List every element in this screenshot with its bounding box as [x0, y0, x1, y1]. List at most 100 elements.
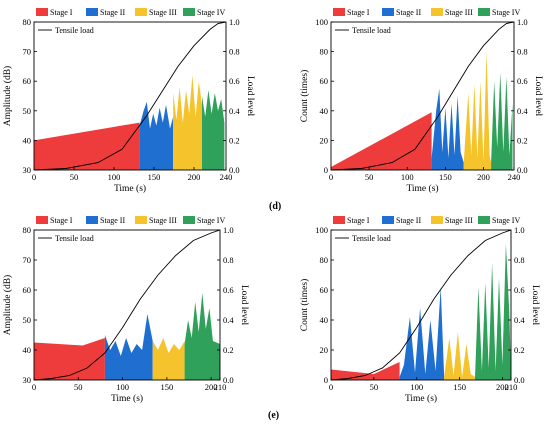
legend-swatch: [431, 216, 443, 224]
legend-label: Stage II: [396, 216, 421, 225]
x-tick-label: 100: [410, 382, 423, 392]
x-tick-label: 0: [329, 172, 333, 182]
y2-tick-label: 1.0: [229, 17, 240, 27]
y2-tick-label: 0.0: [514, 375, 525, 385]
y2-axis-label: Load level: [245, 76, 255, 117]
legend-label: Stage III: [149, 216, 177, 225]
legend-load-label: Tensile load: [352, 26, 391, 35]
x-tick-label: 100: [108, 172, 121, 182]
legend-swatch: [135, 8, 147, 16]
chart-panel-1: 0 50 100 150 200 240 30 40 50 60 70 80 0.0 0.2 0.4 0.6 0…: [2, 8, 255, 194]
legend-swatch: [86, 8, 98, 16]
legend-swatch: [478, 216, 490, 224]
y2-tick-label: 0.6: [514, 285, 525, 295]
legend-swatch: [333, 216, 345, 224]
x-tick-label: 210: [505, 382, 518, 392]
y-tick-label: 30: [23, 165, 32, 175]
y-tick-label: 40: [23, 345, 32, 355]
legend-swatch: [183, 216, 195, 224]
y-tick-label: 60: [320, 76, 329, 86]
y2-tick-label: 0.6: [229, 76, 240, 86]
tensile-load-line: [330, 229, 512, 381]
stage-area-4: [202, 90, 225, 170]
x-tick-label: 200: [188, 172, 201, 182]
legend-label: Stage III: [445, 216, 473, 225]
legend-swatch: [382, 8, 394, 16]
legend-load-label: Tensile load: [352, 234, 391, 243]
y2-tick-label: 0.4: [229, 106, 240, 116]
y2-tick-label: 0.0: [229, 165, 240, 175]
y2-tick-label: 0.2: [223, 345, 234, 355]
legend-label: Stage III: [445, 8, 473, 17]
y2-tick-label: 1.0: [223, 225, 234, 235]
legend-label: Stage II: [100, 216, 125, 225]
y-axis-label: Amplitude (dB): [2, 275, 13, 335]
y2-tick-label: 0.8: [517, 47, 528, 57]
y-tick-label: 50: [23, 315, 32, 325]
x-tick-label: 240: [220, 172, 233, 182]
stage-area-4: [491, 72, 513, 170]
stage-area-1: [34, 122, 140, 170]
y-tick-label: 100: [315, 225, 328, 235]
legend-swatch: [36, 216, 48, 224]
y-tick-label: 60: [320, 285, 329, 295]
y-tick-label: 0: [324, 165, 328, 175]
y2-axis-label: Load level: [530, 285, 540, 326]
y-axis-label: Count (times): [299, 279, 310, 332]
x-tick-label: 240: [508, 172, 521, 182]
y-axis-label: Amplitude (dB): [2, 66, 13, 126]
y-tick-label: 40: [320, 315, 329, 325]
y-tick-label: 40: [320, 106, 329, 116]
tensile-load-line: [33, 21, 227, 171]
y2-tick-label: 0.2: [517, 135, 528, 145]
y2-tick-label: 0.4: [223, 315, 234, 325]
legend-swatch: [478, 8, 490, 16]
legend-swatch: [135, 216, 147, 224]
y2-axis-label: Load level: [533, 76, 543, 117]
stage-area-4: [475, 243, 511, 380]
y-tick-label: 100: [315, 17, 328, 27]
stage-area-3: [463, 51, 492, 170]
x-axis-label: Time (s): [114, 183, 146, 194]
y-axis-label: Count (times): [299, 70, 310, 123]
x-tick-label: 100: [401, 172, 414, 182]
y-tick-label: 40: [23, 135, 32, 145]
y2-tick-label: 0.6: [223, 285, 234, 295]
stage-area-2: [431, 88, 464, 170]
legend-label: Stage IV: [197, 216, 225, 225]
stage-area-4: [184, 293, 220, 380]
panel-label-d: (d): [269, 201, 282, 212]
stage-area-2: [399, 287, 445, 380]
y2-tick-label: 0.8: [514, 255, 525, 265]
tensile-load-line: [33, 229, 221, 381]
legend-label: Stage I: [50, 8, 73, 17]
stage-area-1: [331, 362, 400, 380]
x-tick-label: 0: [329, 382, 333, 392]
x-tick-label: 0: [32, 382, 36, 392]
x-tick-label: 150: [453, 382, 466, 392]
y-tick-label: 80: [320, 47, 329, 57]
legend-label: Stage II: [396, 8, 421, 17]
legend-swatch: [333, 8, 345, 16]
y2-tick-label: 0.4: [517, 106, 528, 116]
y2-tick-label: 0.8: [223, 255, 234, 265]
chart-panel-2: 0 50 100 150 200 240 0 20 40 60 80 100 0.0 0.2 0.4 0.6 0…: [299, 8, 543, 194]
y-tick-label: 80: [320, 255, 329, 265]
tensile-load-line: [330, 21, 515, 171]
y2-tick-label: 0.8: [229, 47, 240, 57]
legend-label: Stage IV: [492, 216, 520, 225]
x-axis-label: Time (s): [111, 393, 143, 404]
stage-area-3: [173, 75, 202, 170]
x-tick-label: 50: [74, 382, 83, 392]
x-axis-label: Time (s): [405, 393, 437, 404]
x-tick-label: 200: [205, 382, 218, 392]
legend-label: Stage I: [347, 216, 370, 225]
x-tick-label: 200: [477, 172, 490, 182]
y-tick-label: 50: [23, 106, 32, 116]
x-tick-label: 50: [365, 172, 374, 182]
y-tick-label: 80: [23, 17, 32, 27]
legend-load-label: Tensile load: [55, 234, 94, 243]
